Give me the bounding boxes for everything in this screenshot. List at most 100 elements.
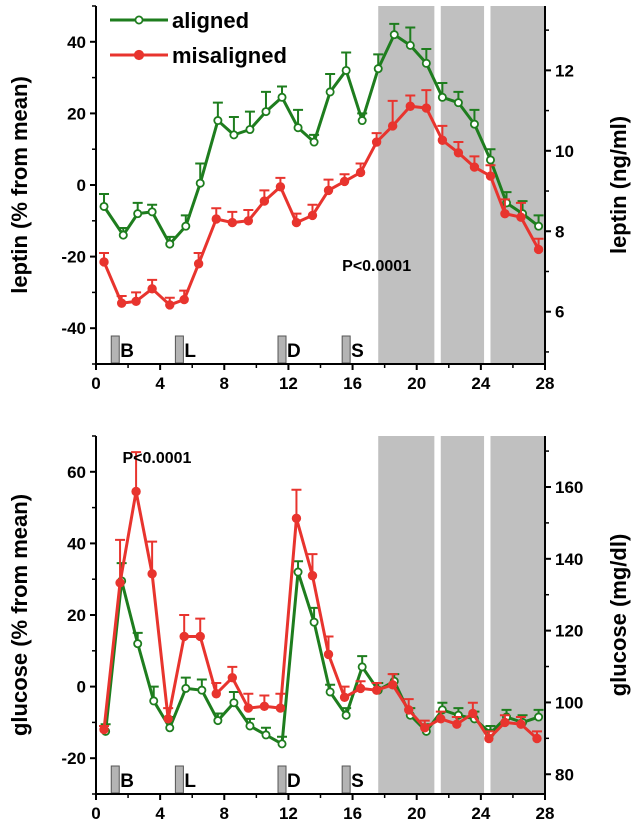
aligned-point (181, 221, 191, 231)
x-tick-label: 28 (536, 374, 555, 393)
legend-label-aligned: aligned (172, 8, 249, 33)
misaligned-point (469, 162, 480, 172)
meal-marker (110, 335, 120, 364)
misaligned-point (339, 176, 350, 187)
shaded-region (440, 436, 485, 794)
misaligned-point (500, 208, 510, 219)
misaligned-point (211, 214, 221, 224)
meal-label: L (184, 341, 196, 362)
aligned-point (293, 123, 303, 133)
y-tick-label: 40 (67, 534, 86, 553)
misaligned-point (355, 683, 366, 694)
x-tick-label: 12 (279, 374, 298, 393)
y2-axis-label: leptin (ng/ml) (606, 116, 631, 254)
x-tick-label: 28 (536, 804, 555, 823)
legend-marker-misaligned (133, 49, 145, 61)
aligned-point (213, 116, 223, 126)
misaligned-point (99, 724, 109, 735)
aligned-point (341, 710, 351, 720)
aligned-point (373, 64, 383, 74)
misaligned-point (243, 216, 254, 226)
misaligned-point (307, 210, 318, 221)
aligned-point (149, 696, 159, 706)
aligned-point (261, 730, 271, 740)
misaligned-error-bar (291, 488, 302, 519)
aligned-point (277, 92, 287, 102)
legend-label-misaligned: misaligned (172, 43, 287, 68)
aligned-point (165, 723, 175, 733)
misaligned-point (131, 296, 141, 307)
misaligned-point (420, 723, 430, 733)
y-axis-label: glucose (% from mean) (7, 494, 32, 736)
misaligned-point (195, 631, 205, 642)
meal-label: D (287, 341, 301, 362)
y-tick-label: 20 (67, 606, 86, 625)
misaligned-point (259, 701, 270, 711)
aligned-point (389, 30, 399, 40)
misaligned-point (453, 148, 464, 158)
x-tick-label: 12 (279, 804, 298, 823)
misaligned-point (484, 733, 494, 744)
aligned-point (133, 639, 143, 649)
aligned-point (534, 221, 544, 231)
misaligned-point (371, 685, 382, 695)
meal-label: D (287, 771, 301, 792)
aligned-point (469, 119, 479, 129)
aligned-point (325, 687, 335, 697)
aligned-point (437, 92, 447, 102)
p-value-annotation: P<0.0001 (122, 450, 191, 467)
misaligned-point (307, 570, 318, 581)
misaligned-point (452, 719, 462, 729)
y-tick-label: -20 (61, 749, 86, 768)
misaligned-point (211, 689, 221, 699)
meal-marker (174, 765, 184, 794)
aligned-point (357, 662, 367, 672)
aligned-point (293, 567, 303, 577)
aligned-point (453, 98, 463, 108)
meal-label: L (184, 771, 196, 792)
misaligned-point (533, 244, 544, 255)
meal-marker (341, 335, 351, 364)
aligned-point (213, 716, 223, 726)
legend-marker-aligned (134, 15, 144, 25)
misaligned-point (179, 631, 189, 642)
x-tick-label: 24 (471, 804, 490, 823)
y-tick-label: 0 (77, 176, 86, 195)
meal-label: B (120, 341, 134, 362)
y2-tick-label: 10 (555, 142, 574, 161)
aligned-point (165, 239, 175, 249)
misaligned-point (323, 185, 334, 196)
x-tick-label: 8 (220, 374, 229, 393)
aligned-point (309, 137, 319, 147)
aligned-point (245, 125, 255, 135)
misaligned-point (291, 513, 302, 524)
y2-tick-label: 100 (555, 693, 583, 712)
misaligned-point (437, 135, 448, 145)
aligned-point (485, 155, 495, 165)
y2-tick-label: 140 (555, 550, 583, 569)
aligned-point (421, 58, 431, 68)
meal-marker (277, 765, 287, 794)
misaligned-point (275, 703, 286, 713)
aligned-point (325, 87, 335, 97)
misaligned-point (516, 719, 526, 729)
misaligned-point (291, 217, 302, 228)
aligned-point (357, 116, 367, 126)
misaligned-point (436, 714, 446, 724)
x-tick-label: 4 (155, 374, 165, 393)
misaligned-point (147, 284, 157, 294)
aligned-point (229, 698, 239, 708)
misaligned-point (99, 257, 109, 267)
misaligned-point (371, 137, 382, 147)
misaligned-point (355, 167, 366, 178)
misaligned-point (243, 703, 254, 713)
y-tick-label: -40 (61, 319, 86, 338)
p-value-annotation: P<0.0001 (342, 258, 411, 275)
x-tick-label: 20 (407, 374, 426, 393)
misaligned-point (179, 294, 189, 305)
y2-axis-label: glucose (mg/dl) (606, 534, 631, 697)
misaligned-error-bar (131, 451, 142, 492)
y-axis-label: leptin (% from mean) (7, 76, 32, 294)
meal-marker (277, 335, 287, 364)
